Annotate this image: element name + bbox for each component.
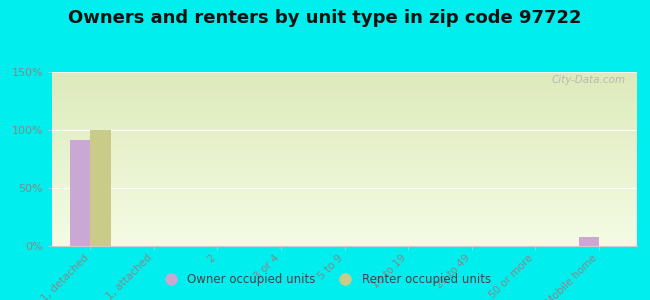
Bar bbox=[70, 140, 90, 246]
Text: City-Data.com: City-Data.com bbox=[551, 76, 625, 85]
Bar bbox=[90, 130, 110, 246]
Bar bbox=[578, 237, 599, 246]
Legend: Owner occupied units, Renter occupied units: Owner occupied units, Renter occupied un… bbox=[154, 269, 496, 291]
Text: Owners and renters by unit type in zip code 97722: Owners and renters by unit type in zip c… bbox=[68, 9, 582, 27]
